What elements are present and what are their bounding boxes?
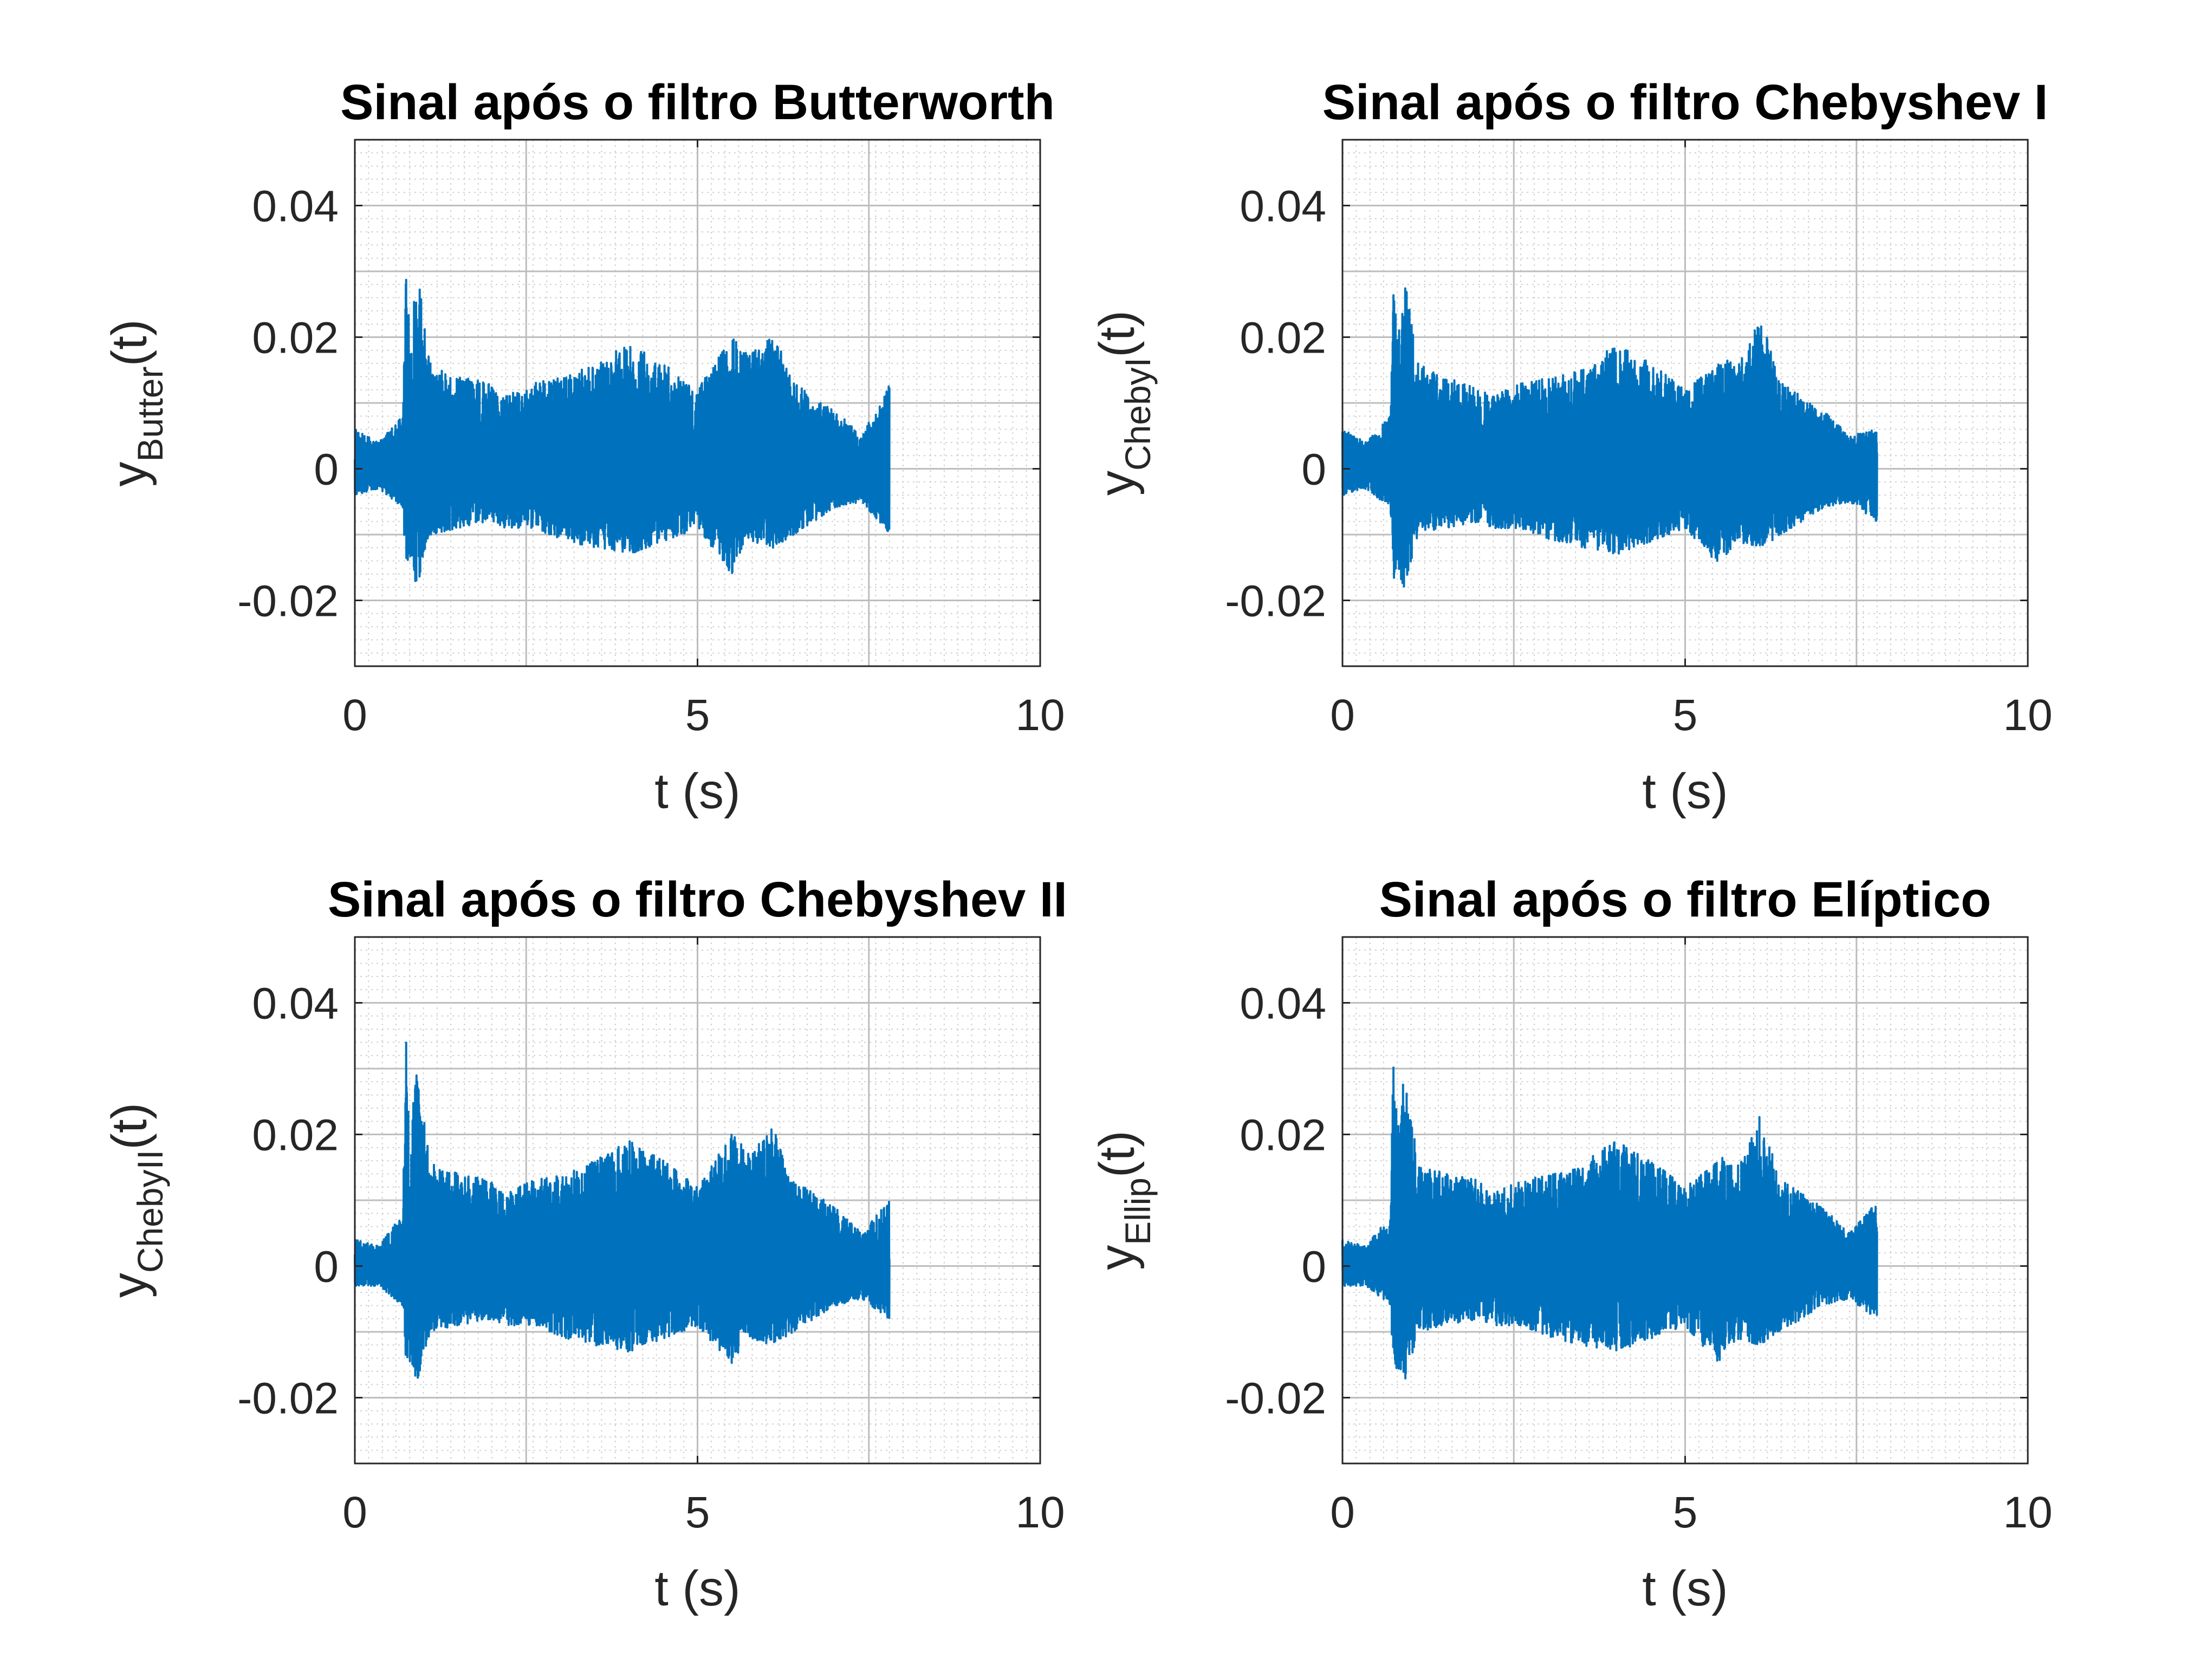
x-axis-label: t (s) [1642, 1561, 1728, 1616]
y-axis-label: yEllip(t) [1089, 1130, 1158, 1270]
y-label-base: y [1089, 471, 1145, 496]
y-tick-label: 0 [314, 445, 339, 495]
y-label-suffix: (t) [1089, 1130, 1145, 1177]
signal-core [355, 1193, 890, 1307]
subplot-4: 0 5 10 -0.02 0 0.02 0.04 Sinal após o filtro El… [1089, 872, 2053, 1616]
x-tick-label: 10 [1015, 1488, 1065, 1537]
signal-core [1342, 1193, 1877, 1307]
y-label-suffix: (t) [102, 320, 157, 367]
y-tick-label: 0.04 [252, 979, 339, 1029]
y-tick-label: 0.04 [1240, 182, 1326, 231]
y-tick-label: 0 [314, 1242, 339, 1292]
x-tick-label: 5 [685, 691, 710, 740]
y-label-suffix: (t) [102, 1103, 157, 1150]
subplot-3: 0 5 10 -0.02 0 0.02 0.04 Sinal após o filtro Ch… [102, 872, 1067, 1616]
x-tick-label: 0 [1330, 691, 1355, 740]
y-label-subscript: Butter [130, 366, 170, 461]
y-label-base: y [102, 461, 157, 486]
y-label-suffix: (t) [1089, 310, 1145, 357]
subplot-1: 0 5 10 -0.02 0 0.02 0.04 Sinal após o filtro Bu… [102, 75, 1065, 819]
x-tick-label: 10 [1015, 691, 1065, 740]
y-label-subscript: Ellip [1118, 1177, 1158, 1245]
signal-core [1342, 399, 1877, 512]
y-label-subscript: ChebyII [130, 1150, 170, 1273]
y-axis-label: yChebyII(t) [102, 1103, 170, 1298]
subplot-title: Sinal após o filtro Chebyshev II [328, 872, 1067, 927]
y-tick-label: 0.04 [252, 182, 339, 231]
y-tick-label: 0.02 [252, 314, 339, 363]
x-tick-label: 5 [1673, 1488, 1698, 1537]
y-axis-label: yButter(t) [102, 320, 170, 487]
x-axis-label: t (s) [654, 764, 740, 819]
y-tick-label: -0.02 [1225, 1374, 1326, 1423]
x-axis-label: t (s) [654, 1561, 740, 1616]
y-tick-label: 0.04 [1240, 979, 1326, 1029]
subplot-panels: 0 5 10 -0.02 0 0.02 0.04 Sinal após o filtro Bu… [102, 75, 2053, 1616]
y-tick-label: -0.02 [237, 1374, 339, 1423]
y-tick-label: -0.02 [237, 577, 339, 626]
x-tick-label: 0 [1330, 1488, 1355, 1537]
y-label-base: y [1089, 1245, 1145, 1270]
signal-line [1341, 287, 1878, 588]
y-axis-label: yChebyI(t) [1089, 310, 1158, 496]
y-label-subscript: ChebyI [1118, 357, 1158, 471]
signal-line [1341, 1066, 1878, 1380]
subplot-title: Sinal após o filtro Elíptico [1379, 872, 1992, 927]
y-tick-label: 0 [1301, 445, 1326, 495]
subplot-2: 0 5 10 -0.02 0 0.02 0.04 Sinal após o filtro Ch… [1089, 75, 2053, 819]
x-tick-label: 0 [342, 1488, 367, 1537]
y-tick-label: 0.02 [1240, 314, 1326, 363]
x-tick-label: 5 [1673, 691, 1698, 740]
x-tick-label: 5 [685, 1488, 710, 1537]
signal-core [355, 397, 890, 512]
grid [1342, 937, 2028, 1463]
y-tick-label: 0.02 [252, 1111, 339, 1160]
subplot-title: Sinal após o filtro Butterworth [340, 75, 1055, 130]
y-tick-label: 0.02 [1240, 1111, 1326, 1160]
y-label-base: y [102, 1273, 157, 1298]
y-tick-label: -0.02 [1225, 577, 1326, 626]
x-axis-label: t (s) [1642, 764, 1728, 819]
subplot-title: Sinal após o filtro Chebyshev I [1322, 75, 2048, 130]
y-tick-label: 0 [1301, 1242, 1326, 1292]
x-tick-label: 0 [342, 691, 367, 740]
x-tick-label: 10 [2003, 691, 2052, 740]
x-tick-label: 10 [2003, 1488, 2052, 1537]
